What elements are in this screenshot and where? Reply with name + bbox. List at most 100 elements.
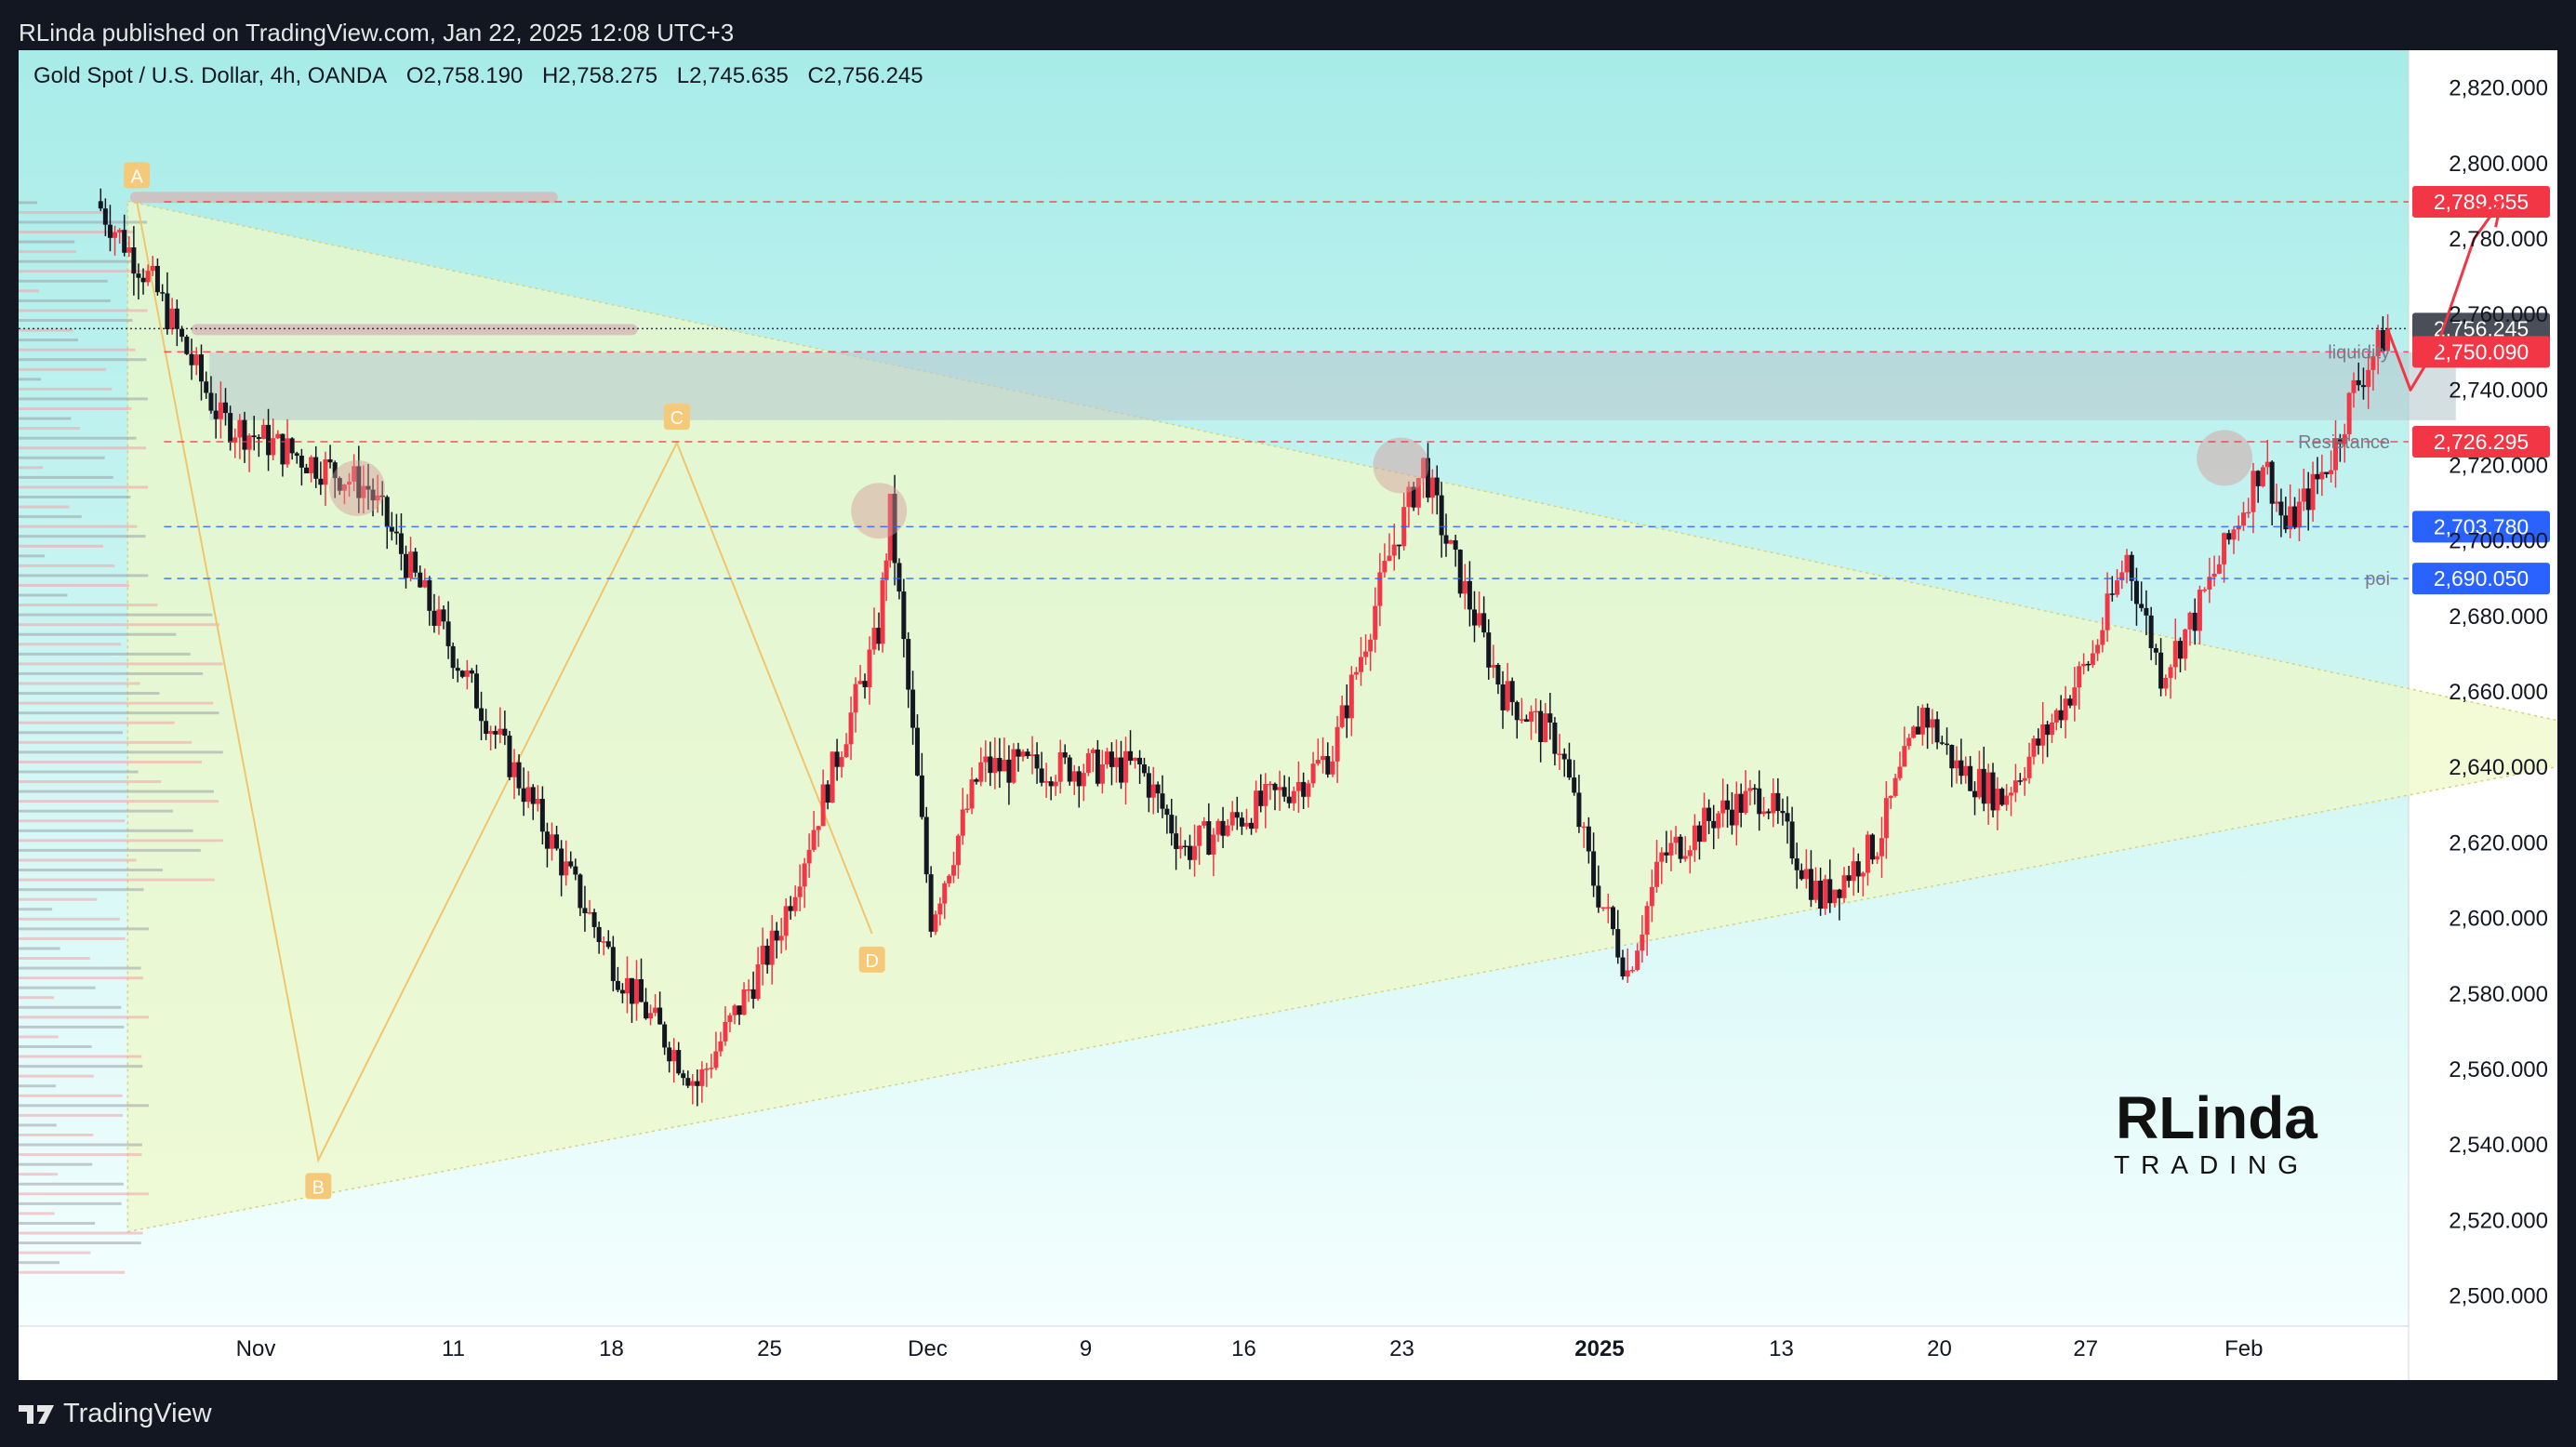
volume-profile-bar [19,908,53,911]
candle-up [1099,764,1105,784]
volume-profile-bar [19,1270,126,1274]
volume-profile-bar [19,1173,59,1176]
candle-down [2153,647,2158,653]
candle-up [1673,836,1679,843]
tradingview-brand[interactable]: TradingView [19,1399,212,1429]
volume-profile-bar [19,760,202,763]
candle-up [755,964,761,1000]
candle-up [1865,834,1870,873]
candle-down [1757,788,1762,815]
candle-up [857,681,863,684]
candle-down [1566,759,1572,778]
price-tag-badge[interactable] [2412,336,2550,368]
price-tag-badge[interactable] [2412,425,2550,458]
candle-up [1359,657,1363,672]
y-tick-label: 2,800.000 [2449,152,2548,177]
candle-down [165,293,170,330]
volume-profile-bar [19,1104,149,1108]
candle-down [1481,613,1487,633]
candle-up [2231,529,2237,540]
candle-up [1002,759,1007,772]
candle-up [2183,629,2188,659]
volume-profile-bar [19,220,148,224]
candle-down [1572,777,1577,793]
candle-up [2187,612,2193,630]
candle-down [1752,788,1758,790]
y-tick-label: 2,580.000 [2449,982,2548,1007]
candle-down [582,908,588,914]
candle-down [299,455,304,468]
candle-up [1150,784,1156,798]
candle-up [732,1005,737,1016]
volume-profile-bar [19,319,133,323]
candle-up [1600,907,1606,909]
volume-profile-bar [19,201,37,205]
candle-down [681,1073,686,1079]
candle-down [473,673,479,709]
candle-up [1692,825,1697,851]
candle-down [2324,471,2330,474]
candle-up [218,402,223,419]
volume-profile-bar [19,1261,60,1265]
candle-up [820,784,826,827]
candle-down [1411,486,1416,508]
candle-up [1557,753,1562,756]
volume-profile-bar [19,652,191,656]
candle-up [960,809,965,836]
chart-frame[interactable]: A B C D 2,789.855 2,756.245 2,750.090 liquidity… [19,50,2557,1380]
candle-down [1239,817,1244,827]
candle-up [2240,512,2246,526]
candle-up [436,609,442,626]
candle-down [834,751,840,767]
candle-down [493,731,498,735]
candle-up [1057,751,1063,782]
candle-down [184,337,190,354]
candle-up [2100,630,2105,645]
candle-up [992,758,998,774]
candle-down [289,438,295,454]
candle-up [2319,471,2325,480]
candle-down [266,424,272,456]
price-chart[interactable]: ABCD2,789.8552,756.2452,750.090liquidity… [19,50,2557,1380]
candle-down [107,224,113,238]
candle-down [432,610,437,626]
candle-down [1725,800,1731,810]
y-tick-label: 2,540.000 [2449,1133,2548,1158]
candle-up [723,1021,728,1042]
price-tag-badge[interactable] [2412,511,2550,543]
symbol-label[interactable]: Gold Spot / U.S. Dollar, 4h, OANDA [33,63,388,88]
volume-profile-bar [19,996,55,1000]
volume-profile-bar [19,947,60,950]
price-tag-badge[interactable] [2412,185,2550,218]
candle-down [198,354,204,382]
volume-profile-bar [19,535,146,538]
candle-down [1837,889,1842,898]
price-tag-badge[interactable] [2412,563,2550,595]
volume-profile-bar [19,800,219,803]
candle-up [2172,641,2178,668]
y-tick-label: 2,680.000 [2449,604,2548,630]
candle-up [488,731,494,735]
candle-down [469,670,474,674]
candle-down [2356,379,2361,386]
candle-down [1664,852,1669,856]
candle-up [1104,751,1109,765]
candle-up [1295,781,1301,791]
volume-profile-bar [19,1251,91,1255]
candle-down [1711,820,1717,829]
volume-profile-bar [19,1005,122,1009]
volume-profile-bar [19,456,105,459]
candle-up [2264,461,2270,468]
candle-down [2360,385,2366,388]
candle-up [1215,820,1221,835]
candle-down [605,941,611,948]
candle-up [275,433,281,439]
candle-down [1696,825,1702,843]
candle-up [150,265,155,272]
candle-down [1467,580,1472,610]
candle-down [1272,783,1278,790]
volume-profile-bar [19,790,214,793]
candle-up [2053,710,2059,723]
candle-down [901,591,907,640]
candle-down [1934,719,1940,743]
